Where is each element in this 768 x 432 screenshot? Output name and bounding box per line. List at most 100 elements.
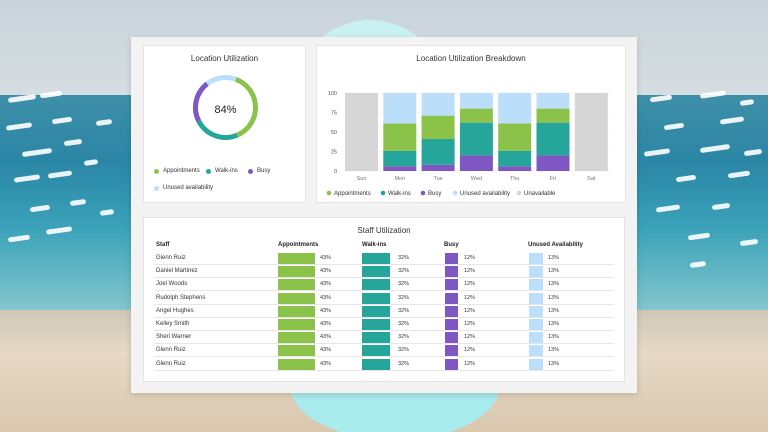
legend-dot [516, 190, 522, 196]
header-unused: Unused Availability [528, 242, 583, 248]
legend-dot [326, 190, 332, 196]
walk-ins-value: 32% [398, 294, 410, 301]
bar-segment [421, 139, 455, 165]
bar-segment [383, 93, 417, 124]
staff-name: Rudolph Stephens [156, 294, 206, 301]
staff-name: Angel Hughes [156, 307, 194, 314]
unused-bar [529, 266, 543, 278]
bar-segment [421, 115, 455, 140]
x-tick-label: Thu [510, 176, 519, 182]
legend-unused: Unused availability [154, 185, 213, 191]
breakdown-title: Location Utilization Breakdown [416, 54, 526, 63]
busy-value: 12% [464, 307, 476, 314]
appointments-bar [278, 253, 315, 264]
table-row: Sheri Warner 43% 32% 12% 13% [154, 331, 614, 345]
appointments-value: 43% [320, 281, 332, 288]
busy-value: 12% [464, 360, 476, 367]
unused-value: 13% [548, 321, 560, 327]
header-appointments: Appointments [278, 242, 319, 248]
unused-value: 13% [548, 268, 560, 275]
walk-ins-value: 32% [398, 255, 410, 261]
appointments-bar [278, 345, 315, 357]
donut-segment-unused [205, 75, 237, 86]
busy-bar [445, 358, 458, 370]
bar-segment [498, 150, 532, 167]
staff-name: Daniel Martinez [156, 268, 198, 275]
walk-ins-value: 32% [398, 281, 410, 288]
header-busy: Busy [444, 242, 459, 248]
unused-bar [529, 332, 543, 344]
y-tick-label: 50 [331, 130, 337, 136]
legend-busy: Busy [248, 168, 270, 174]
bar-segment [383, 150, 417, 167]
busy-value: 12% [464, 347, 476, 354]
walk-ins-bar [362, 358, 390, 370]
legend-dot-busy [248, 168, 253, 174]
appointments-bar [278, 266, 315, 278]
busy-bar [445, 279, 458, 291]
appointments-value: 43% [320, 307, 332, 314]
unused-value: 13% [548, 307, 560, 314]
y-tick-label: 100 [328, 91, 337, 97]
appointments-bar [278, 279, 315, 291]
legend-label: Unused availability [460, 191, 510, 197]
y-tick-label: 25 [331, 150, 337, 156]
legend-label: Appointments [334, 191, 371, 197]
bar-segment [498, 123, 532, 151]
walk-ins-value: 32% [398, 334, 410, 341]
staff-name: Glenn Ruiz [156, 255, 186, 261]
walk-ins-value: 32% [398, 268, 410, 275]
busy-value: 12% [464, 294, 476, 301]
walk-ins-value: 32% [398, 321, 410, 327]
bar-segment [383, 166, 417, 171]
bar-segment [574, 93, 608, 171]
table-row: Daniel Martinez 43% 32% 12% 13% [154, 265, 614, 279]
bar-segment [536, 122, 570, 156]
donut-segment-busy [193, 81, 209, 123]
unused-bar [529, 253, 543, 264]
table-row: Rudolph Stephens 43% 32% 12% 13% [154, 292, 614, 305]
unused-value: 13% [548, 281, 560, 288]
unused-bar [529, 345, 543, 357]
unused-value: 13% [548, 255, 560, 261]
busy-bar [445, 266, 458, 278]
legend-label: Unavailable [524, 191, 556, 197]
legend-dot-appointments [154, 168, 159, 174]
walk-ins-value: 32% [398, 347, 410, 354]
legend-label: Unused availability [163, 185, 214, 191]
bar-segment [536, 108, 570, 123]
x-tick-label: Tue [433, 176, 442, 182]
legend-dot [380, 190, 386, 196]
header-staff: Staff [156, 242, 170, 248]
legend-label: Busy [428, 191, 441, 197]
busy-bar [445, 253, 458, 264]
location-utilization-title: Location Utilization [190, 54, 259, 63]
walk-ins-bar [362, 253, 390, 264]
stacked-bar-chart: 0 25 50 75 100 Sun Mon Tue Wed Thu Fri Sat Appointme… [326, 91, 612, 197]
unused-bar [529, 292, 543, 304]
legend-label: Busy [257, 168, 271, 174]
appointments-value: 43% [320, 334, 332, 341]
busy-value: 12% [464, 255, 476, 261]
location-utilization-card: Location Utilization 84% Appointments Wa… [143, 45, 306, 203]
header-walk-ins: Walk-ins [362, 242, 387, 248]
appointments-value: 43% [320, 268, 332, 275]
bar-segment [498, 93, 532, 124]
staff-utilization-card: Staff Utilization Staff Appointments Wal… [143, 217, 625, 382]
appointments-bar [278, 332, 315, 344]
table-row: Kelley Smith 43% 32% 12% 13% [154, 318, 614, 331]
legend-dot-walk-ins [206, 168, 211, 174]
table-row: Glenn Ruiz 43% 32% 12% 13% [154, 358, 614, 371]
busy-value: 12% [464, 334, 476, 341]
staff-name: Glenn Ruiz [156, 360, 186, 367]
x-tick-label: Sat [587, 176, 596, 182]
bar-segment [459, 108, 493, 123]
bar-segment [459, 122, 493, 156]
bar-segment [421, 164, 455, 171]
legend-label: Walk-ins [215, 168, 238, 174]
walk-ins-bar [362, 279, 390, 291]
busy-bar [445, 332, 458, 344]
unused-bar [529, 319, 543, 330]
legend-dot [452, 190, 458, 196]
unused-value: 13% [548, 334, 560, 341]
